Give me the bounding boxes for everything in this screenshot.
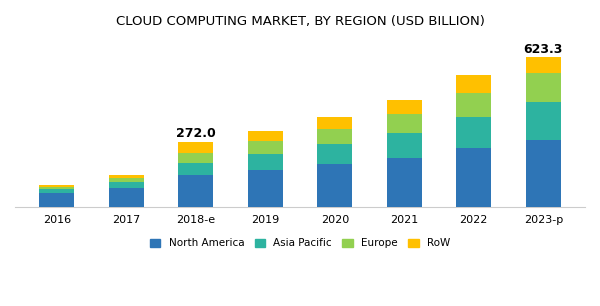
Bar — [457, 148, 491, 207]
Bar — [178, 142, 213, 153]
Bar — [387, 158, 422, 207]
Bar — [40, 189, 74, 193]
Bar — [248, 141, 283, 154]
Bar — [457, 93, 491, 117]
Bar — [457, 75, 491, 93]
Bar — [109, 178, 143, 182]
Text: 272.0: 272.0 — [176, 127, 215, 140]
Bar — [40, 193, 74, 207]
Bar — [109, 188, 143, 207]
Bar — [526, 102, 560, 140]
Bar — [387, 132, 422, 158]
Title: CLOUD COMPUTING MARKET, BY REGION (USD BILLION): CLOUD COMPUTING MARKET, BY REGION (USD B… — [116, 15, 484, 28]
Bar — [40, 185, 74, 187]
Bar — [248, 132, 283, 141]
Text: 623.3: 623.3 — [524, 43, 563, 56]
Bar — [317, 129, 352, 144]
Bar — [526, 57, 560, 73]
Bar — [387, 100, 422, 114]
Bar — [317, 164, 352, 207]
Legend: North America, Asia Pacific, Europe, RoW: North America, Asia Pacific, Europe, RoW — [146, 234, 454, 252]
Bar — [526, 140, 560, 207]
Bar — [387, 114, 422, 132]
Bar — [248, 170, 283, 207]
Bar — [248, 154, 283, 170]
Bar — [526, 73, 560, 102]
Bar — [317, 144, 352, 164]
Bar — [178, 163, 213, 175]
Bar — [178, 153, 213, 163]
Bar — [317, 118, 352, 129]
Bar — [109, 175, 143, 178]
Bar — [40, 187, 74, 189]
Bar — [109, 182, 143, 188]
Bar — [178, 175, 213, 207]
Bar — [457, 117, 491, 148]
